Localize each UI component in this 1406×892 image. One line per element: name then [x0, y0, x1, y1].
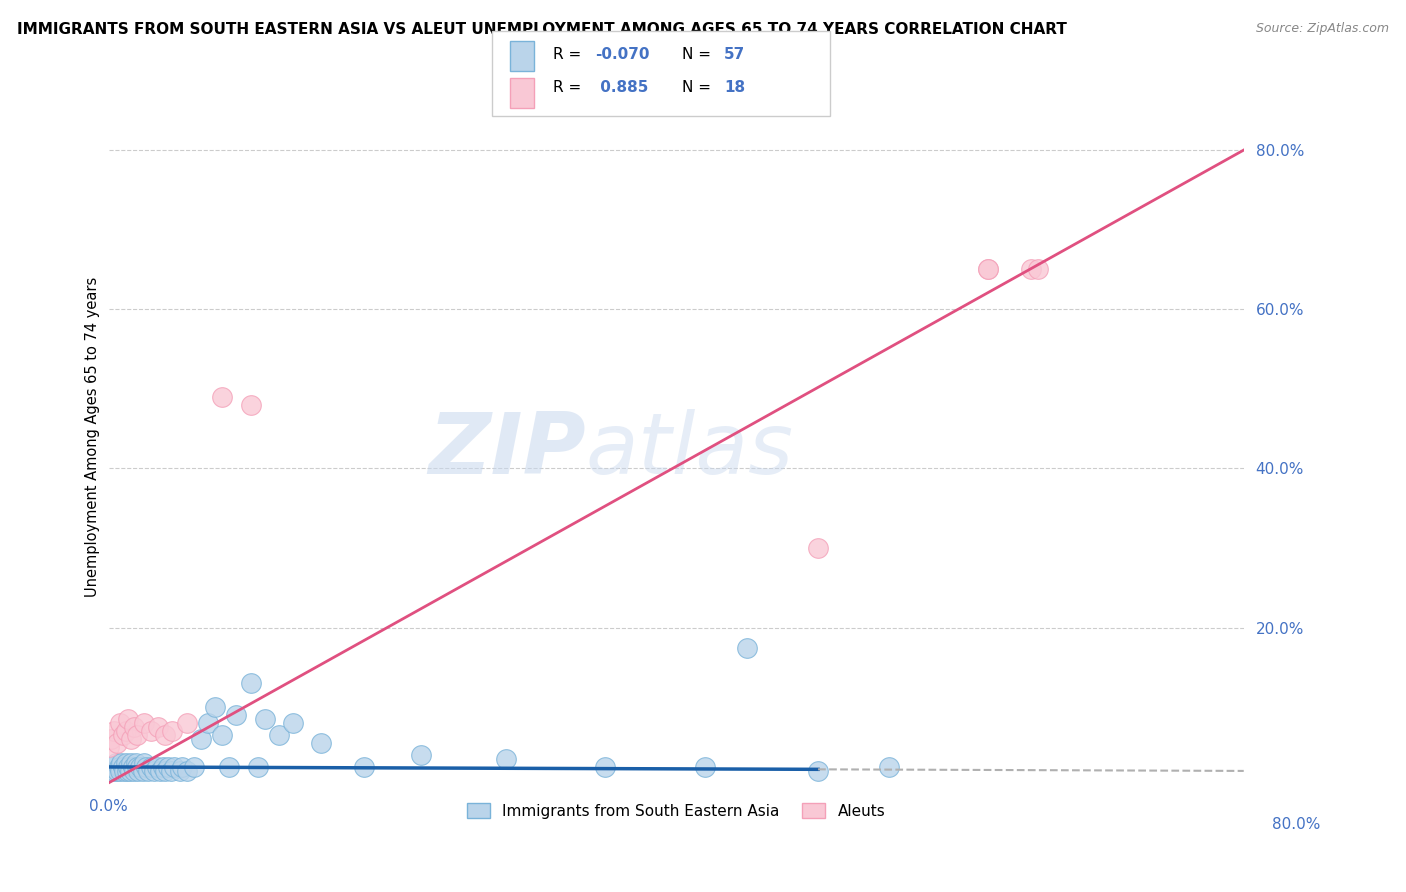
Point	[120, 732, 142, 747]
Point	[176, 764, 198, 778]
Point	[105, 736, 128, 750]
Point	[218, 760, 240, 774]
Point	[117, 760, 139, 774]
Point	[143, 764, 166, 778]
Point	[128, 760, 150, 774]
Point	[204, 700, 226, 714]
Point	[103, 724, 125, 739]
Text: 57: 57	[724, 47, 745, 62]
Point	[353, 760, 375, 774]
Point	[141, 760, 163, 774]
Text: N =: N =	[682, 80, 716, 95]
Point	[211, 728, 233, 742]
Point	[183, 760, 205, 774]
Point	[122, 720, 145, 734]
Point	[225, 708, 247, 723]
Point	[118, 764, 141, 778]
Point	[239, 398, 262, 412]
Point	[125, 728, 148, 742]
Point	[163, 760, 186, 774]
Text: N =: N =	[682, 47, 716, 62]
Text: atlas: atlas	[585, 409, 793, 492]
Point	[112, 764, 135, 778]
Point	[211, 390, 233, 404]
Point	[131, 764, 153, 778]
Point	[114, 756, 136, 770]
Point	[117, 712, 139, 726]
Point	[103, 764, 125, 778]
Point	[169, 764, 191, 778]
Text: -0.070: -0.070	[595, 47, 650, 62]
Legend: Immigrants from South Eastern Asia, Aleuts: Immigrants from South Eastern Asia, Aleu…	[461, 797, 891, 825]
Point	[253, 712, 276, 726]
Point	[239, 676, 262, 690]
Point	[107, 760, 129, 774]
Point	[977, 262, 1000, 277]
Point	[125, 760, 148, 774]
Point	[149, 764, 172, 778]
Point	[146, 760, 169, 774]
Text: Source: ZipAtlas.com: Source: ZipAtlas.com	[1256, 22, 1389, 36]
Point	[281, 716, 304, 731]
Point	[115, 764, 138, 778]
Y-axis label: Unemployment Among Ages 65 to 74 years: Unemployment Among Ages 65 to 74 years	[86, 277, 100, 597]
Point	[311, 736, 333, 750]
Point	[190, 732, 212, 747]
Point	[132, 756, 155, 770]
Point	[111, 760, 134, 774]
Point	[877, 760, 900, 774]
Point	[111, 728, 134, 742]
Point	[409, 747, 432, 762]
Point	[122, 764, 145, 778]
Point	[105, 764, 128, 778]
Point	[124, 756, 146, 770]
Point	[148, 720, 170, 734]
Point	[127, 764, 149, 778]
Point	[197, 716, 219, 731]
Point	[693, 760, 716, 774]
Point	[162, 724, 184, 739]
Point	[97, 739, 120, 754]
Point	[807, 764, 830, 778]
Point	[977, 262, 1000, 277]
Point	[155, 728, 177, 742]
Point	[120, 756, 142, 770]
Point	[104, 756, 127, 770]
Point	[108, 716, 131, 731]
Text: 18: 18	[724, 80, 745, 95]
Point	[267, 728, 290, 742]
Text: IMMIGRANTS FROM SOUTH EASTERN ASIA VS ALEUT UNEMPLOYMENT AMONG AGES 65 TO 74 YEA: IMMIGRANTS FROM SOUTH EASTERN ASIA VS AL…	[17, 22, 1067, 37]
Point	[157, 760, 180, 774]
Point	[593, 760, 616, 774]
Point	[1019, 262, 1042, 277]
Text: R =: R =	[553, 47, 586, 62]
Point	[97, 764, 120, 778]
Text: 0.885: 0.885	[595, 80, 648, 95]
Point	[100, 760, 122, 774]
Point	[735, 640, 758, 655]
Point	[100, 732, 122, 747]
Point	[152, 760, 174, 774]
Point	[121, 760, 143, 774]
Point	[176, 716, 198, 731]
Point	[172, 760, 194, 774]
Text: 80.0%: 80.0%	[1272, 817, 1320, 832]
Point	[135, 760, 157, 774]
Point	[246, 760, 269, 774]
Point	[155, 764, 177, 778]
Point	[108, 764, 131, 778]
Point	[160, 764, 183, 778]
Point	[141, 724, 163, 739]
Point	[110, 756, 132, 770]
Point	[138, 764, 160, 778]
Point	[495, 752, 517, 766]
Point	[132, 716, 155, 731]
Point	[807, 541, 830, 555]
Point	[1026, 262, 1049, 277]
Text: ZIP: ZIP	[427, 409, 585, 492]
Text: R =: R =	[553, 80, 586, 95]
Point	[114, 724, 136, 739]
